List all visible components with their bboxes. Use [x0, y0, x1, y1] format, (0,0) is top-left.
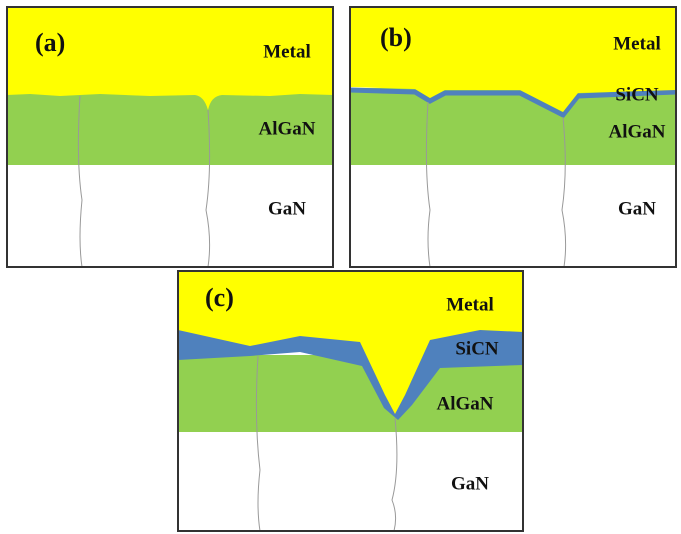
panel-c: (c) Metal SiCN AlGaN GaN — [178, 271, 523, 531]
layer-label: AlGaN — [259, 118, 316, 139]
panel-label: (a) — [35, 28, 65, 57]
layer-label: SiCN — [455, 338, 499, 359]
panel-a: (a) Metal AlGaN GaN — [7, 7, 333, 267]
layer-label: AlGaN — [437, 393, 494, 414]
panel-label: (c) — [205, 283, 234, 312]
layer-label: GaN — [451, 473, 489, 494]
layer-label: SiCN — [615, 84, 659, 105]
layer-label: Metal — [613, 33, 660, 54]
panel-b: (b) Metal SiCN AlGaN GaN — [350, 7, 676, 267]
panel-label: (b) — [380, 23, 412, 52]
layer-label: GaN — [618, 198, 656, 219]
layer-label: AlGaN — [609, 121, 666, 142]
layer-label: Metal — [263, 41, 310, 62]
layer-label: GaN — [268, 198, 306, 219]
diagram: (a) Metal AlGaN GaN (b) Metal SiCN AlGaN… — [0, 0, 681, 534]
layer-label: Metal — [446, 294, 493, 315]
